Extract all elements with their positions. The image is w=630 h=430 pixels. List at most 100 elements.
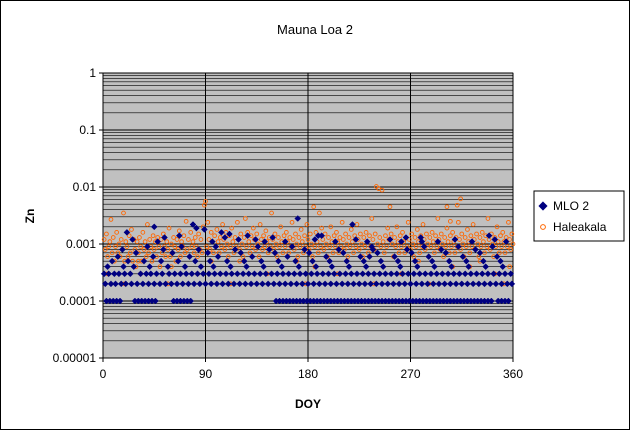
data-point-mlo2 — [502, 238, 510, 245]
data-point-mlo2 — [212, 243, 220, 250]
data-point-mlo2 — [328, 263, 336, 271]
data-point-haleakala — [294, 241, 299, 247]
data-point-mlo2 — [214, 253, 222, 260]
data-point-mlo2 — [391, 253, 398, 260]
data-point-haleakala — [460, 241, 466, 247]
data-point-haleakala — [281, 233, 287, 239]
data-point-haleakala — [225, 254, 231, 259]
data-point-haleakala — [380, 239, 386, 244]
x-tick-label: 360 — [503, 367, 523, 381]
data-point-haleakala — [448, 233, 453, 239]
data-point-haleakala — [409, 231, 414, 237]
data-point-haleakala — [400, 230, 405, 235]
data-point-mlo2 — [322, 253, 330, 260]
data-point-haleakala — [362, 244, 368, 249]
data-point-mlo2 — [305, 249, 313, 257]
data-point-haleakala — [138, 244, 143, 249]
data-point-haleakala — [190, 239, 196, 244]
data-point-mlo2 — [194, 270, 201, 278]
data-point-haleakala — [429, 230, 435, 235]
data-point-mlo2 — [153, 270, 160, 278]
x-tick-label: 0 — [100, 367, 107, 381]
data-point-haleakala — [142, 239, 148, 244]
data-point-haleakala — [295, 254, 301, 259]
data-point-mlo2 — [352, 236, 360, 243]
data-point-haleakala — [340, 237, 346, 242]
data-point-mlo2 — [271, 249, 279, 257]
data-point-haleakala — [507, 264, 512, 270]
data-point-haleakala — [188, 230, 194, 235]
data-point-mlo2 — [310, 280, 318, 288]
data-point-haleakala — [191, 250, 197, 256]
data-point-mlo2 — [288, 243, 296, 250]
data-point-mlo2 — [261, 238, 269, 245]
data-point-mlo2 — [201, 226, 208, 233]
data-point-mlo2 — [236, 280, 244, 288]
data-point-haleakala — [124, 244, 130, 249]
data-point-haleakala — [108, 217, 114, 222]
data-point-mlo2 — [428, 257, 436, 265]
data-point-mlo2 — [331, 238, 339, 245]
data-point-haleakala — [312, 244, 318, 249]
data-point-mlo2 — [224, 280, 232, 288]
data-point-haleakala — [272, 231, 278, 237]
data-point-mlo2 — [295, 263, 303, 271]
data-point-haleakala — [126, 233, 132, 239]
data-point-haleakala — [164, 239, 170, 244]
data-point-mlo2 — [268, 270, 275, 278]
data-point-haleakala — [384, 244, 389, 249]
data-point-haleakala — [206, 237, 212, 242]
data-point-mlo2 — [193, 224, 200, 232]
data-point-haleakala — [348, 227, 354, 232]
data-point-mlo2 — [318, 232, 326, 240]
data-point-haleakala — [243, 216, 248, 221]
data-point-mlo2 — [139, 280, 147, 288]
data-point-haleakala — [110, 235, 116, 240]
data-point-haleakala — [222, 247, 228, 252]
data-point-mlo2 — [301, 246, 308, 253]
data-point-haleakala — [394, 224, 400, 230]
data-point-haleakala — [330, 250, 336, 256]
data-point-haleakala — [118, 237, 124, 242]
data-point-haleakala — [383, 233, 388, 239]
data-point-mlo2 — [345, 263, 353, 271]
data-point-haleakala — [347, 244, 353, 249]
data-point-mlo2 — [273, 270, 281, 278]
data-point-haleakala — [284, 230, 289, 235]
data-point-mlo2 — [171, 270, 179, 278]
data-point-mlo2 — [119, 246, 126, 253]
data-point-mlo2 — [427, 270, 435, 278]
data-point-mlo2 — [144, 243, 151, 250]
data-point-haleakala — [425, 241, 430, 247]
data-point-mlo2 — [382, 270, 389, 278]
data-point-haleakala — [378, 244, 384, 249]
data-point-mlo2 — [211, 270, 218, 278]
data-point-haleakala — [263, 228, 269, 234]
data-point-haleakala — [323, 241, 329, 247]
y-tick-label: 0.0001 — [59, 294, 96, 308]
data-point-mlo2 — [161, 234, 168, 241]
data-point-mlo2 — [107, 280, 115, 288]
data-point-haleakala — [214, 227, 220, 232]
data-point-mlo2 — [431, 263, 438, 271]
data-point-mlo2 — [105, 270, 113, 278]
data-point-mlo2 — [454, 243, 462, 250]
data-point-mlo2 — [480, 257, 487, 265]
data-point-haleakala — [344, 241, 350, 247]
data-point-mlo2 — [285, 270, 292, 278]
data-point-haleakala — [455, 219, 461, 225]
data-point-mlo2 — [359, 270, 367, 278]
data-point-mlo2 — [231, 246, 239, 253]
data-point-mlo2 — [507, 270, 515, 278]
data-point-mlo2 — [321, 280, 329, 288]
data-point-haleakala — [102, 247, 108, 252]
data-point-mlo2 — [104, 263, 111, 271]
data-point-haleakala — [269, 210, 274, 216]
data-point-haleakala — [146, 250, 151, 256]
data-point-mlo2 — [378, 280, 386, 288]
data-point-mlo2 — [140, 257, 148, 265]
data-point-haleakala — [299, 239, 305, 244]
data-point-mlo2 — [444, 270, 452, 278]
legend-box — [533, 190, 625, 242]
data-point-mlo2 — [316, 280, 323, 288]
